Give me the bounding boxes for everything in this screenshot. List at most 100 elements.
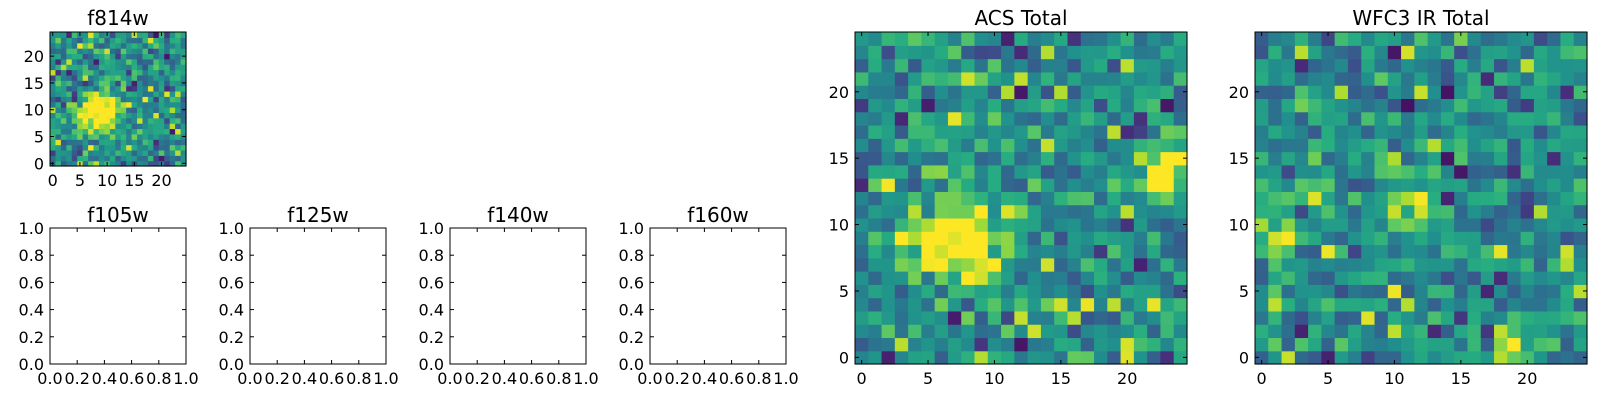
- f814w-pixel: [153, 133, 160, 140]
- f814w-pixel: [120, 133, 127, 140]
- wfc3-ir-total-pixel: [1454, 45, 1469, 60]
- acs-total-pixel: [947, 111, 962, 126]
- wfc3-ir-total-pixel: [1255, 85, 1269, 99]
- acs-total-pixel: [1001, 151, 1015, 166]
- wfc3-ir-total-pixel: [1374, 297, 1389, 312]
- f814w-pixel: [109, 149, 116, 156]
- f105w-y-tick-label: 0.8: [19, 246, 44, 265]
- wfc3-ir-total-pixel: [1520, 58, 1535, 73]
- f814w-pixel: [77, 85, 84, 92]
- acs-total-pixel: [947, 71, 962, 86]
- acs-total-pixel: [1120, 124, 1135, 139]
- acs-total-pixel: [1067, 204, 1082, 219]
- acs-total-pixel: [1160, 284, 1175, 299]
- f814w-pixel: [71, 128, 78, 135]
- acs-total-pixel: [908, 98, 922, 113]
- acs-total-pixel: [1014, 217, 1029, 232]
- f814w-pixel: [169, 64, 176, 71]
- f814w-pixel: [115, 133, 122, 140]
- wfc3-ir-total-pixel: [1440, 138, 1455, 153]
- acs-total-pixel: [974, 32, 989, 46]
- f814w-pixel: [50, 128, 57, 135]
- wfc3-ir-total-pixel: [1494, 257, 1508, 272]
- wfc3-ir-total-pixel: [1454, 124, 1469, 139]
- wfc3-ir-total-pixel: [1507, 191, 1522, 206]
- f814w-pixel: [66, 123, 73, 130]
- f814w-pixel: [180, 64, 187, 71]
- f814w-pixel: [180, 74, 187, 81]
- f140w-y-tick-label: 0.8: [419, 246, 444, 265]
- f814w-pixel: [60, 128, 67, 135]
- wfc3-ir-total-pixel: [1533, 164, 1548, 179]
- acs-total-pixel: [868, 257, 883, 272]
- wfc3-ir-total-pixel: [1467, 231, 1482, 246]
- acs-total-pixel: [1001, 297, 1015, 312]
- acs-total-pixel: [894, 297, 909, 312]
- wfc3-ir-total-pixel: [1467, 350, 1482, 365]
- f105w-x-tick-label: 0.0: [37, 369, 62, 388]
- wfc3-ir-total-pixel: [1440, 204, 1455, 219]
- acs-total-pixel: [1014, 71, 1029, 86]
- wfc3-ir-total-pixel: [1533, 284, 1548, 299]
- wfc3-ir-total-pixel: [1454, 350, 1469, 365]
- wfc3-ir-total-pixel: [1467, 310, 1482, 325]
- wfc3-ir-total-pixel: [1454, 217, 1469, 232]
- acs-total-pixel: [1107, 257, 1122, 272]
- acs-total-pixel: [1173, 350, 1188, 365]
- f814w-x-tick-label: 15: [124, 171, 144, 190]
- f814w-y-tick-label: 5: [34, 128, 44, 147]
- wfc3-ir-total-pixel: [1374, 350, 1389, 365]
- acs-total-x-tick-label: 20: [1117, 369, 1137, 388]
- acs-total-pixel: [1133, 164, 1148, 179]
- acs-total-pixel: [1054, 297, 1069, 312]
- f814w-pixel: [158, 155, 165, 162]
- acs-total-pixel: [1027, 350, 1042, 365]
- wfc3-ir-total-pixel: [1401, 111, 1415, 126]
- acs-total-pixel: [1040, 71, 1055, 86]
- wfc3-ir-total-pixel: [1560, 111, 1575, 126]
- f814w-pixel: [137, 144, 144, 151]
- wfc3-ir-total-pixel: [1374, 58, 1389, 73]
- f814w-pixel: [82, 133, 89, 140]
- acs-total-pixel: [908, 32, 922, 46]
- acs-total-pixel: [1027, 231, 1042, 246]
- f814w-pixel: [169, 74, 176, 81]
- acs-total-pixel: [868, 191, 883, 206]
- acs-total-pixel: [868, 164, 883, 179]
- f814w-pixel: [55, 37, 62, 44]
- wfc3-ir-total-pixel: [1414, 111, 1429, 126]
- acs-total-pixel: [881, 85, 896, 99]
- f814w-pixel: [109, 144, 116, 151]
- f814w-pixel: [131, 133, 138, 140]
- f814w-pixel: [98, 123, 105, 130]
- wfc3-ir-total-pixel: [1321, 337, 1336, 352]
- wfc3-ir-total-pixel: [1573, 204, 1588, 219]
- acs-total-pixel: [1027, 257, 1042, 272]
- wfc3-ir-total-pixel: [1281, 178, 1296, 192]
- f814w-pixel: [137, 128, 144, 135]
- acs-total-pixel: [1173, 151, 1188, 166]
- f814w-pixel: [66, 96, 73, 103]
- f105w-y-tick-label: 0.4: [19, 301, 44, 320]
- acs-total-pixel: [908, 284, 922, 299]
- acs-total-pixel: [1054, 45, 1069, 60]
- wfc3-ir-total-pixel: [1454, 324, 1469, 339]
- f814w-pixel: [120, 48, 127, 55]
- acs-total-pixel: [1027, 337, 1042, 352]
- acs-total-pixel: [1160, 297, 1175, 312]
- f814w-pixel: [71, 107, 78, 113]
- wfc3-ir-total-pixel: [1334, 244, 1349, 259]
- f814w-pixel: [158, 48, 165, 55]
- f814w-pixel: [66, 155, 73, 162]
- wfc3-ir-total-pixel: [1334, 98, 1349, 113]
- wfc3-ir-total-pixel: [1520, 204, 1535, 219]
- wfc3-ir-total-pixel: [1268, 85, 1283, 99]
- acs-total-pixel: [1160, 124, 1175, 139]
- f814w-pixel: [115, 128, 122, 135]
- wfc3-ir-total-pixel: [1560, 297, 1575, 312]
- f814w-pixel: [77, 139, 84, 146]
- f814w-pixel: [60, 80, 67, 87]
- acs-total-pixel: [855, 350, 869, 365]
- f125w-y-tick-label: 0.8: [219, 246, 244, 265]
- acs-total-pixel: [974, 191, 989, 206]
